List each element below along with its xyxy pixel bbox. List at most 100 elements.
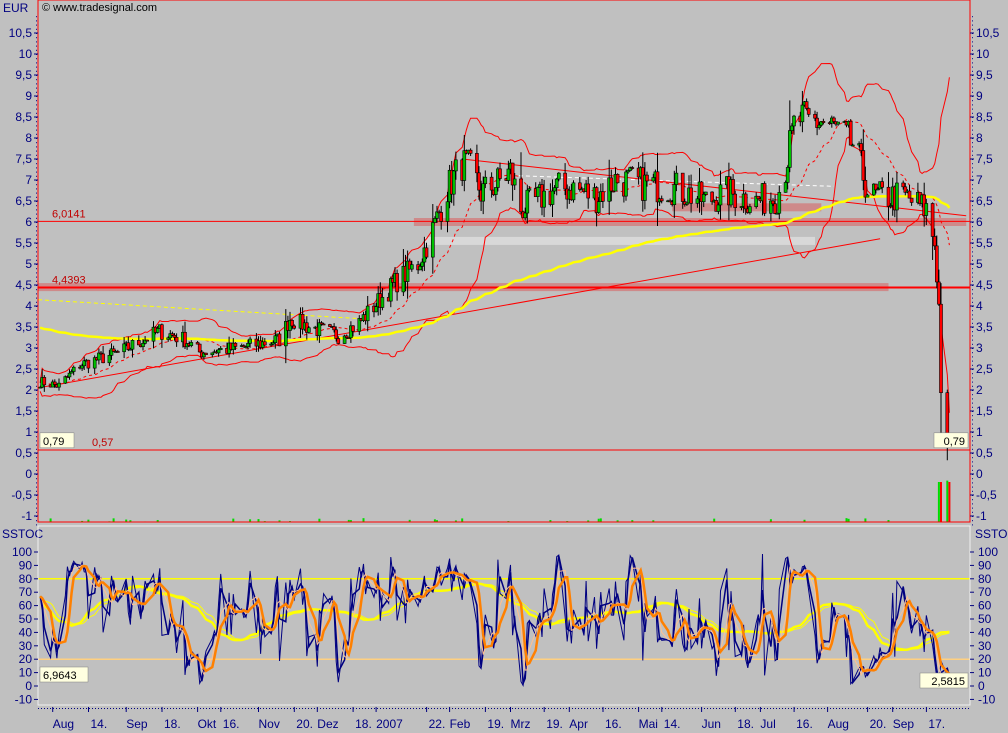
candle bbox=[550, 179, 555, 217]
x-minor-tick bbox=[668, 708, 669, 709]
x-minor-tick bbox=[284, 708, 285, 709]
x-minor-tick bbox=[491, 708, 492, 709]
x-minor-tick bbox=[242, 708, 243, 709]
minor-tick bbox=[36, 205, 37, 207]
minor-tick bbox=[36, 516, 37, 517]
minor-tick bbox=[972, 133, 973, 135]
y-tick-label: 0,5 bbox=[15, 446, 32, 460]
x-minor-tick bbox=[782, 708, 783, 709]
candle bbox=[290, 319, 294, 330]
minor-tick bbox=[972, 331, 973, 333]
x-minor-tick bbox=[110, 708, 111, 709]
x-tick-label: Jun bbox=[702, 717, 721, 731]
trendline[interactable] bbox=[38, 299, 360, 320]
x-tick-label: Feb bbox=[450, 717, 471, 731]
stoch-tick-label: 30 bbox=[19, 639, 33, 653]
stoch-tick-label: 60 bbox=[19, 599, 33, 613]
trendline[interactable] bbox=[462, 158, 967, 217]
x-minor-tick bbox=[113, 708, 114, 709]
minor-tick bbox=[972, 45, 973, 47]
stoch-value-left: 6,9643 bbox=[39, 666, 89, 683]
volume-bar bbox=[81, 520, 84, 522]
x-minor-tick bbox=[593, 708, 594, 709]
x-minor-tick bbox=[443, 708, 444, 709]
y-tick-label: 8 bbox=[976, 131, 983, 145]
svg-text:2,5815: 2,5815 bbox=[931, 676, 965, 688]
x-minor-tick bbox=[368, 708, 369, 709]
x-minor-tick bbox=[134, 708, 135, 709]
minor-tick bbox=[972, 247, 973, 249]
minor-tick bbox=[36, 180, 37, 181]
x-minor-tick bbox=[665, 708, 666, 709]
x-minor-tick bbox=[875, 708, 876, 709]
candle bbox=[483, 170, 488, 189]
minor-tick bbox=[972, 482, 973, 484]
minor-tick bbox=[36, 297, 37, 299]
minor-tick bbox=[36, 33, 37, 34]
candle bbox=[651, 173, 656, 183]
x-minor-tick bbox=[41, 708, 42, 709]
candle bbox=[351, 325, 355, 337]
x-minor-tick bbox=[191, 708, 192, 709]
x-minor-tick bbox=[788, 708, 789, 709]
minor-tick bbox=[36, 520, 37, 522]
minor-tick bbox=[36, 343, 37, 345]
x-minor-tick bbox=[677, 708, 678, 709]
y-tick-label: 2,5 bbox=[976, 362, 993, 376]
minor-tick bbox=[36, 356, 37, 358]
minor-tick bbox=[36, 192, 37, 194]
x-minor-tick bbox=[299, 708, 300, 709]
x-minor-tick bbox=[344, 708, 345, 709]
x-minor-tick bbox=[95, 708, 96, 709]
candle bbox=[680, 172, 685, 209]
stoch-tick-label: 100 bbox=[978, 545, 998, 559]
minor-tick bbox=[972, 108, 973, 110]
x-minor-tick bbox=[599, 708, 600, 709]
x-minor-tick bbox=[821, 708, 822, 709]
minor-tick bbox=[972, 226, 973, 228]
candle bbox=[86, 359, 91, 374]
x-minor-tick bbox=[104, 708, 105, 709]
x-minor-tick bbox=[329, 708, 330, 709]
minor-tick bbox=[36, 209, 37, 211]
bollinger-upper bbox=[39, 62, 950, 383]
candle bbox=[67, 369, 72, 380]
minor-tick bbox=[36, 70, 37, 72]
x-minor-tick bbox=[140, 708, 141, 709]
x-minor-tick bbox=[845, 708, 846, 709]
candle bbox=[748, 203, 752, 215]
x-minor-tick bbox=[239, 708, 240, 709]
candle bbox=[166, 336, 170, 342]
minor-tick bbox=[972, 335, 973, 337]
x-minor-tick bbox=[899, 708, 900, 709]
minor-tick bbox=[972, 280, 973, 282]
candle bbox=[57, 378, 61, 391]
x-minor-tick bbox=[869, 708, 870, 709]
x-minor-tick bbox=[953, 708, 954, 709]
candle bbox=[836, 121, 840, 126]
x-minor-tick bbox=[389, 708, 390, 709]
minor-tick bbox=[972, 209, 973, 211]
candle bbox=[800, 90, 805, 133]
minor-tick bbox=[36, 268, 37, 270]
candle bbox=[655, 152, 660, 226]
x-minor-tick bbox=[80, 708, 81, 709]
x-minor-tick bbox=[803, 708, 804, 709]
candle bbox=[430, 204, 435, 274]
y-tick-label: 0 bbox=[976, 467, 983, 481]
minor-tick bbox=[36, 482, 37, 484]
minor-tick bbox=[972, 448, 973, 450]
x-minor-tick bbox=[944, 708, 945, 709]
x-minor-tick bbox=[680, 708, 681, 709]
x-minor-tick bbox=[653, 708, 654, 709]
candle bbox=[493, 187, 498, 201]
minor-tick bbox=[36, 54, 37, 55]
minor-tick bbox=[972, 474, 973, 475]
minor-tick bbox=[972, 188, 973, 190]
minor-tick bbox=[36, 318, 37, 320]
x-minor-tick bbox=[236, 708, 237, 709]
trendline[interactable] bbox=[38, 238, 881, 389]
candle bbox=[792, 114, 796, 135]
x-minor-tick bbox=[374, 708, 375, 709]
candle bbox=[307, 326, 311, 334]
